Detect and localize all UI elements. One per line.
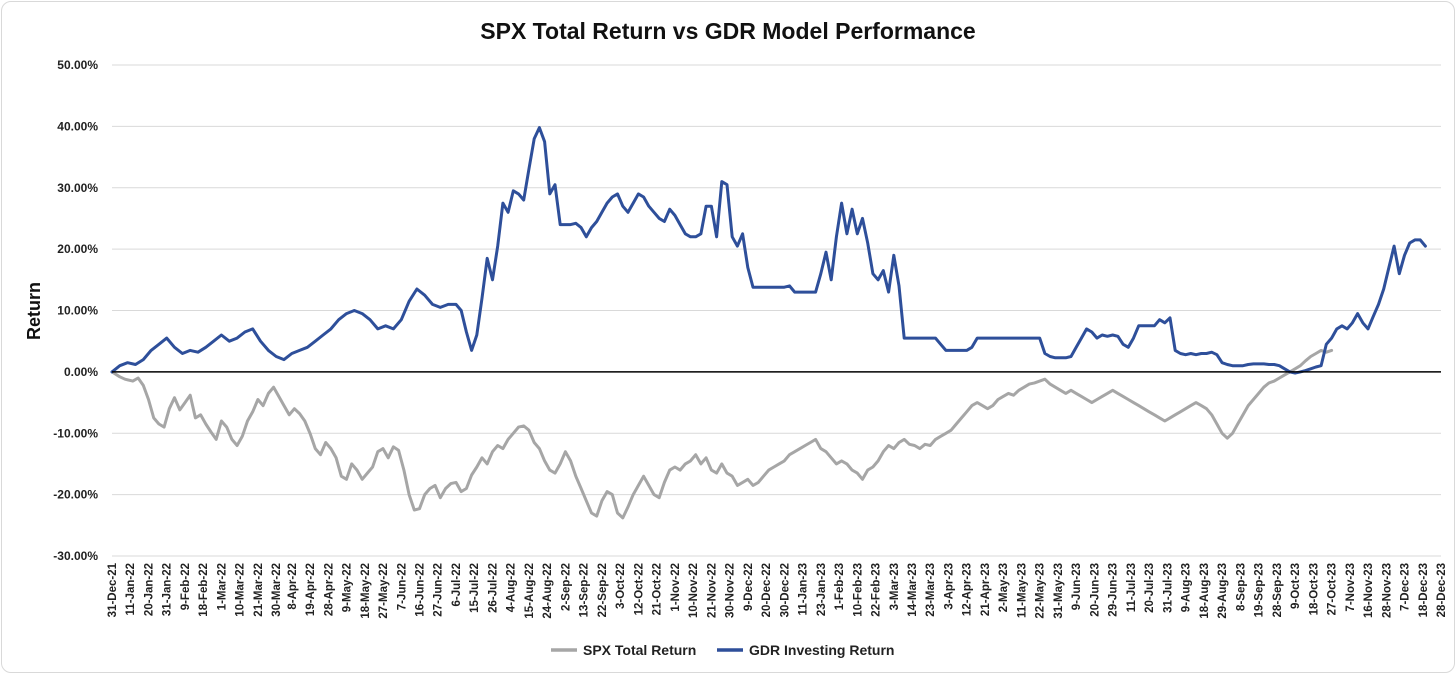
x-tick-label: 29-Jun-23 [1108, 563, 1120, 617]
x-tick-label: 22-Feb-23 [871, 563, 883, 617]
x-tick-label: 21-Oct-22 [652, 563, 664, 615]
y-axis-title: Return [24, 282, 44, 340]
x-tick-label: 7-Dec-23 [1400, 563, 1412, 611]
x-tick-label: 12-Apr-23 [962, 563, 974, 616]
y-tick-label: 20.00% [57, 242, 98, 256]
x-tick-label: 30-Dec-22 [779, 563, 791, 617]
x-tick-label: 3-Apr-23 [943, 563, 955, 610]
x-tick-label: 15-Jul-22 [469, 563, 481, 613]
x-tick-label: 18-Dec-23 [1418, 563, 1430, 617]
y-axis-ticks: 50.00% 40.00% 30.00% 20.00% 10.00% 0.00% -10.0… [53, 58, 98, 563]
spx-total-return-line [110, 348, 1334, 520]
x-tick-label: 18-Oct-23 [1308, 563, 1320, 615]
x-tick-label: 19-Apr-22 [305, 563, 317, 616]
legend-label: SPX Total Return [583, 642, 696, 658]
x-tick-label: 31-Dec-21 [107, 562, 119, 617]
x-tick-label: 12-Oct-22 [633, 563, 645, 615]
x-tick-label: 11-May-23 [1016, 563, 1028, 618]
legend-item-gdr: GDR Investing Return [717, 642, 894, 658]
x-tick-label: 7-Nov-23 [1345, 563, 1357, 612]
x-tick-label: 14-Mar-23 [907, 563, 919, 617]
y-tick-label: -10.00% [53, 426, 98, 440]
x-tick-label: 31-Jul-23 [1162, 563, 1174, 613]
y-tick-label: 30.00% [57, 181, 98, 195]
x-tick-label: 15-Aug-22 [524, 563, 536, 619]
x-tick-label: 21-Mar-22 [253, 563, 265, 617]
x-axis-ticks: 31-Dec-21 11-Jan-22 20-Jan-22 31-Jan-22 9-Fe… [107, 562, 1448, 618]
x-tick-label: 18-Feb-22 [198, 563, 210, 617]
x-tick-label: 2-May-23 [998, 563, 1010, 612]
x-tick-label: 21-Nov-22 [706, 563, 718, 618]
x-tick-label: 28-Nov-23 [1381, 563, 1393, 618]
legend-label: GDR Investing Return [749, 642, 894, 658]
x-tick-label: 9-Aug-23 [1181, 563, 1193, 612]
x-tick-label: 9-Oct-23 [1290, 563, 1302, 609]
x-tick-label: 4-Aug-22 [506, 563, 518, 612]
y-tick-label: 50.00% [57, 58, 98, 72]
x-tick-label: 1-Mar-22 [216, 563, 228, 610]
x-tick-label: 23-Jan-23 [816, 563, 828, 616]
x-tick-label: 10-Nov-22 [688, 563, 700, 618]
y-tick-label: -20.00% [53, 488, 98, 502]
x-tick-label: 31-Jan-22 [162, 563, 174, 616]
x-tick-label: 20-Jul-23 [1144, 563, 1156, 613]
x-tick-label: 3-Mar-23 [889, 563, 901, 610]
legend: SPX Total Return GDR Investing Return [551, 642, 894, 658]
x-tick-label: 18-May-22 [360, 563, 372, 619]
x-tick-label: 8-Apr-22 [287, 563, 299, 610]
x-tick-label: 20-Jun-23 [1089, 563, 1101, 617]
x-tick-label: 27-Jun-22 [433, 563, 445, 617]
x-tick-label: 9-Dec-22 [743, 563, 755, 611]
gridlines [112, 64, 1441, 557]
series-lines [110, 126, 1427, 520]
x-tick-label: 1-Feb-23 [834, 563, 846, 610]
y-tick-label: 40.00% [57, 119, 98, 133]
x-tick-label: 22-Sep-22 [597, 563, 609, 617]
x-tick-label: 29-Aug-23 [1217, 563, 1229, 619]
x-tick-label: 27-May-22 [378, 563, 390, 619]
x-tick-label: 22-May-23 [1035, 563, 1047, 619]
x-tick-label: 31-May-23 [1053, 563, 1065, 619]
x-tick-label: 21-Apr-23 [980, 563, 992, 616]
x-tick-label: 16-Nov-23 [1363, 563, 1375, 618]
x-tick-label: 16-Jun-22 [414, 563, 426, 617]
x-tick-label: 11-Jan-23 [798, 563, 810, 615]
x-tick-label: 27-Oct-23 [1327, 563, 1339, 615]
x-tick-label: 20-Dec-22 [761, 563, 773, 617]
x-tick-label: 8-Sep-23 [1235, 563, 1247, 611]
x-tick-label: 13-Sep-22 [579, 563, 591, 617]
x-tick-label: 9-Jun-23 [1071, 563, 1083, 610]
x-tick-label: 9-Feb-22 [180, 563, 192, 610]
y-tick-label: 0.00% [64, 365, 98, 379]
x-tick-label: 30-Mar-22 [271, 563, 283, 617]
y-tick-label: 10.00% [57, 304, 98, 318]
x-tick-label: 3-Oct-22 [615, 563, 627, 609]
x-tick-label: 19-Sep-23 [1254, 563, 1266, 617]
x-tick-label: 10-Mar-22 [235, 563, 247, 617]
x-tick-label: 2-Sep-22 [560, 563, 572, 611]
x-tick-label: 11-Jan-22 [125, 563, 137, 615]
x-tick-label: 28-Sep-23 [1272, 563, 1284, 617]
gdr-investing-return-line [110, 126, 1427, 375]
x-tick-label: 30-Nov-22 [725, 563, 737, 618]
x-tick-label: 18-Aug-23 [1199, 563, 1211, 619]
x-tick-label: 20-Jan-22 [143, 563, 155, 616]
y-tick-label: -30.00% [53, 549, 98, 563]
x-tick-label: 28-Dec-23 [1436, 563, 1448, 617]
x-tick-label: 24-Aug-22 [542, 563, 554, 619]
x-tick-label: 26-Jul-22 [487, 563, 499, 613]
chart-title: SPX Total Return vs GDR Model Performanc… [480, 18, 975, 44]
x-tick-label: 11-Jul-23 [1126, 563, 1138, 612]
x-tick-label: 7-Jun-22 [396, 563, 408, 610]
x-tick-label: 23-Mar-23 [925, 563, 937, 617]
x-tick-label: 28-Apr-22 [323, 563, 335, 616]
legend-item-spx: SPX Total Return [551, 642, 696, 658]
x-tick-label: 9-May-22 [342, 563, 354, 612]
x-tick-label: 10-Feb-23 [852, 563, 864, 617]
x-tick-label: 1-Nov-22 [670, 563, 682, 612]
x-tick-label: 6-Jul-22 [451, 563, 463, 606]
